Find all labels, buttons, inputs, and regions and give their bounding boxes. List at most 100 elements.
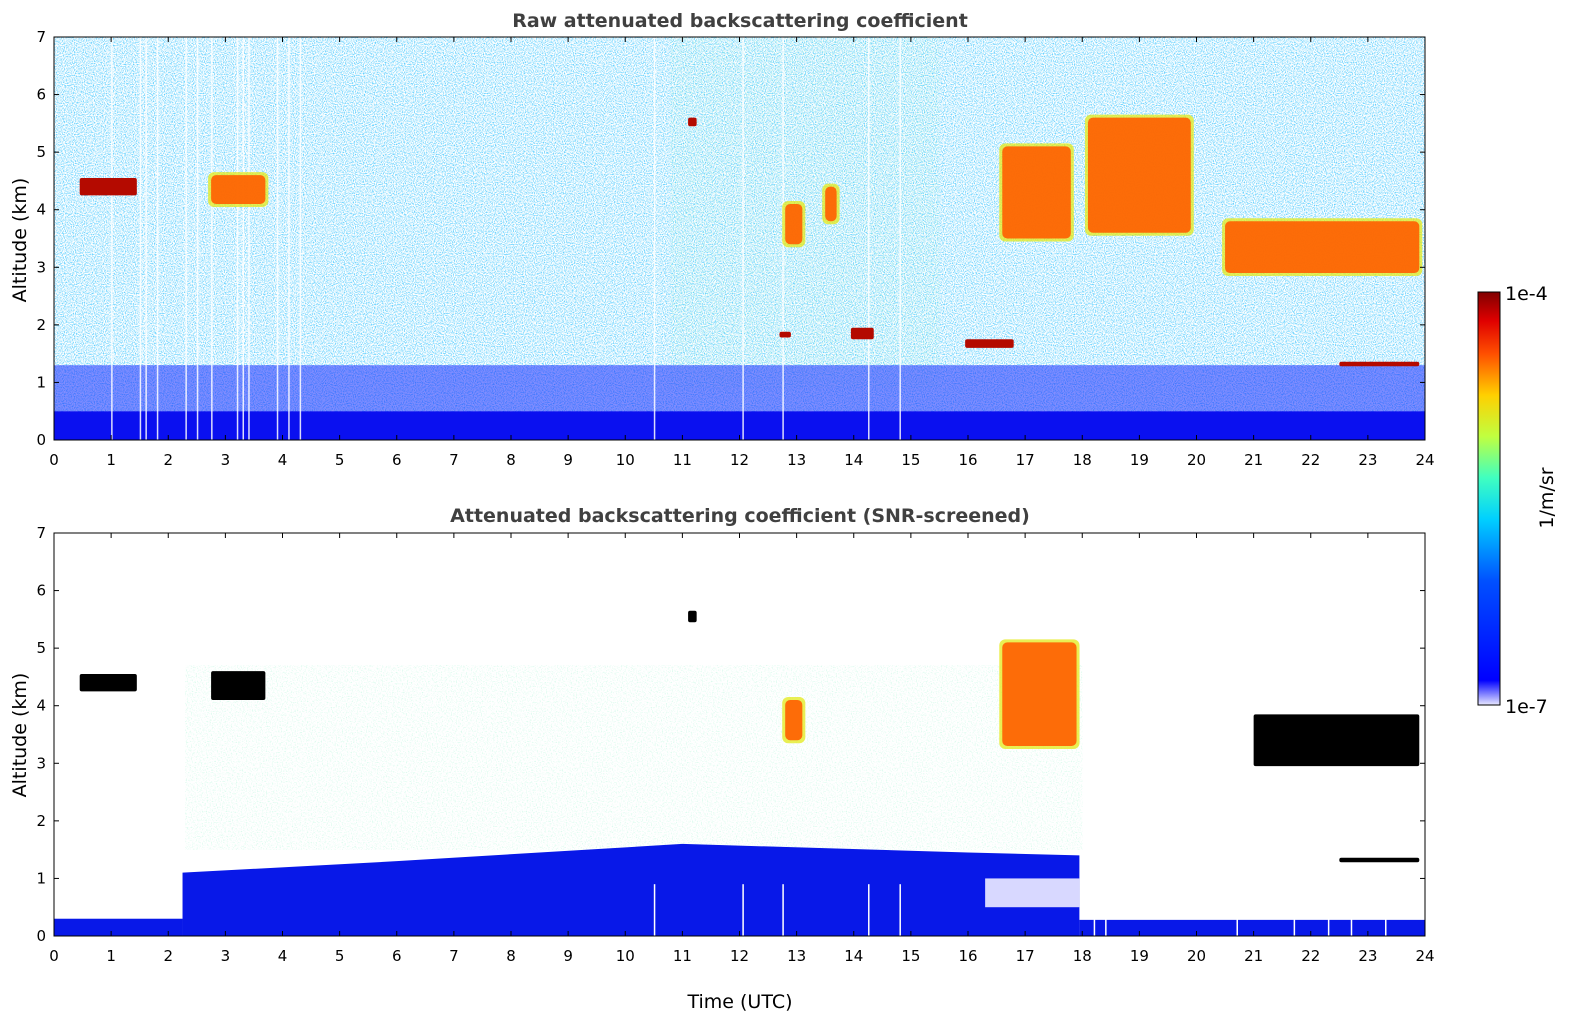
raw-x-tick-label: 11: [673, 451, 692, 469]
screened-x-tick-label: 17: [1016, 947, 1035, 965]
screened-y-ticks: 0 1 2 3 4 5 6 7: [36, 524, 1425, 945]
raw-data-gap: [899, 37, 901, 440]
screened-cloud-layer: [1339, 857, 1420, 863]
raw-cloud-layer: [779, 331, 791, 338]
raw-cloud-layer: [688, 117, 697, 127]
raw-x-tick-label: 17: [1016, 451, 1035, 469]
raw-x-tick-label: 19: [1130, 451, 1149, 469]
screened-x-tick-label: 7: [449, 947, 459, 965]
raw-data-gap: [111, 37, 113, 440]
raw-data-gap: [288, 37, 290, 440]
raw-y-tick-label: 0: [36, 431, 46, 449]
screened-boundary-layer: [182, 843, 1080, 936]
raw-x-tick-label: 10: [616, 451, 635, 469]
screened-surface-band-left: [54, 918, 183, 936]
screened-faint-layer: [985, 878, 1080, 908]
screened-x-axis-label: Time (UTC): [686, 991, 792, 1013]
raw-x-tick-label: 5: [335, 451, 345, 469]
screened-data-gap: [1236, 884, 1238, 936]
raw-x-tick-label: 4: [278, 451, 288, 469]
screened-panel-title: Attenuated backscattering coefficient (S…: [450, 505, 1030, 527]
screened-x-tick-label: 13: [787, 947, 806, 965]
colorbar-gradient: [1477, 291, 1501, 706]
raw-x-tick-label: 12: [730, 451, 749, 469]
raw-cloud-layer: [965, 339, 1014, 348]
screened-cloud: [785, 699, 803, 741]
raw-x-tick-label: 23: [1358, 451, 1377, 469]
screened-surface-band-right: [1079, 919, 1425, 936]
screened-y-tick-label: 0: [36, 927, 46, 945]
raw-cloud: [211, 175, 266, 204]
screened-x-tick-label: 14: [844, 947, 863, 965]
raw-x-tick-label: 7: [449, 451, 459, 469]
raw-y-tick-label: 3: [36, 258, 46, 276]
raw-x-tick-label: 16: [958, 451, 977, 469]
screened-x-tick-label: 3: [221, 947, 231, 965]
raw-cloud: [825, 186, 837, 222]
raw-x-tick-label: 22: [1301, 451, 1320, 469]
screened-data-gap: [742, 884, 744, 936]
raw-y-tick-label: 4: [36, 201, 46, 219]
raw-panel: Raw attenuated backscattering coefficien…: [9, 10, 1435, 469]
raw-data-gap: [653, 37, 656, 440]
raw-data-gap: [156, 37, 159, 440]
screened-panel: Attenuated backscattering coefficient (S…: [9, 505, 1435, 1013]
raw-panel-title: Raw attenuated backscattering coefficien…: [512, 10, 968, 32]
screened-aerosol-field: [185, 665, 1083, 850]
screened-data-gap: [1293, 884, 1296, 936]
raw-y-ticks: 0 1 2 3 4 5 6 7: [36, 28, 1425, 449]
screened-x-tick-label: 4: [278, 947, 288, 965]
raw-data-gap: [276, 37, 279, 440]
raw-x-tick-label: 15: [901, 451, 920, 469]
screened-x-tick-label: 12: [730, 947, 749, 965]
screened-data-gap: [1093, 884, 1096, 936]
raw-cloud: [1087, 117, 1191, 233]
raw-data-gap: [236, 37, 239, 440]
screened-x-tick-label: 0: [49, 947, 59, 965]
colorbar: 1e-4 1e-7 1/m/sr: [1477, 283, 1558, 718]
raw-y-tick-label: 6: [36, 86, 46, 104]
colorbar-unit-label: 1/m/sr: [1536, 467, 1558, 528]
screened-data-gap: [653, 884, 656, 936]
raw-x-tick-label: 0: [49, 451, 59, 469]
raw-data-gap: [299, 37, 302, 440]
screened-plot-area: [53, 532, 1426, 937]
raw-data-gap: [248, 37, 250, 440]
screened-x-ticks: 0 1 2 3 4 5 6 7 8 9 10 11 12 13 14 15 16 17 18 19 20 21 22 23 24: [49, 533, 1435, 965]
raw-plot-area: [53, 36, 1426, 441]
raw-cloud-layer: [1339, 361, 1420, 367]
raw-data-gap: [139, 37, 142, 440]
colorbar-max-label: 1e-4: [1505, 283, 1548, 305]
raw-data-gap: [868, 37, 870, 440]
raw-data-gap: [145, 37, 147, 440]
raw-x-ticks: 0 1 2 3 4 5 6 7 8 9 10 11 12 13 14 15 16 17 18 19 20 21 22 23 24: [49, 37, 1435, 469]
raw-x-tick-label: 2: [163, 451, 173, 469]
raw-y-tick-label: 7: [36, 28, 46, 46]
screened-x-tick-label: 1: [106, 947, 116, 965]
raw-data-gap: [211, 37, 213, 440]
screened-x-tick-label: 16: [958, 947, 977, 965]
screened-cloud-layer: [688, 610, 697, 623]
screened-y-tick-label: 4: [36, 697, 46, 715]
screened-data-gap: [1327, 884, 1330, 936]
screened-data-gap: [782, 884, 784, 936]
raw-data-gap: [742, 37, 744, 440]
screened-data-gap: [899, 884, 901, 936]
raw-x-tick-label: 21: [1244, 451, 1263, 469]
raw-x-tick-label: 18: [1073, 451, 1092, 469]
screened-x-tick-label: 10: [616, 947, 635, 965]
screened-x-tick-label: 19: [1130, 947, 1149, 965]
screened-x-tick-label: 2: [163, 947, 173, 965]
screened-x-tick-label: 6: [392, 947, 402, 965]
raw-boundary-layer-top: [54, 365, 1425, 412]
screened-cloud-layer: [211, 671, 266, 700]
screened-data-gap: [1350, 884, 1353, 936]
screened-x-tick-label: 18: [1073, 947, 1092, 965]
screened-data-gap: [868, 884, 870, 936]
screened-y-tick-label: 6: [36, 582, 46, 600]
screened-x-tick-label: 20: [1187, 947, 1206, 965]
screened-x-tick-label: 23: [1358, 947, 1377, 965]
raw-cloud: [785, 203, 803, 245]
raw-x-tick-label: 20: [1187, 451, 1206, 469]
raw-x-tick-label: 9: [563, 451, 573, 469]
